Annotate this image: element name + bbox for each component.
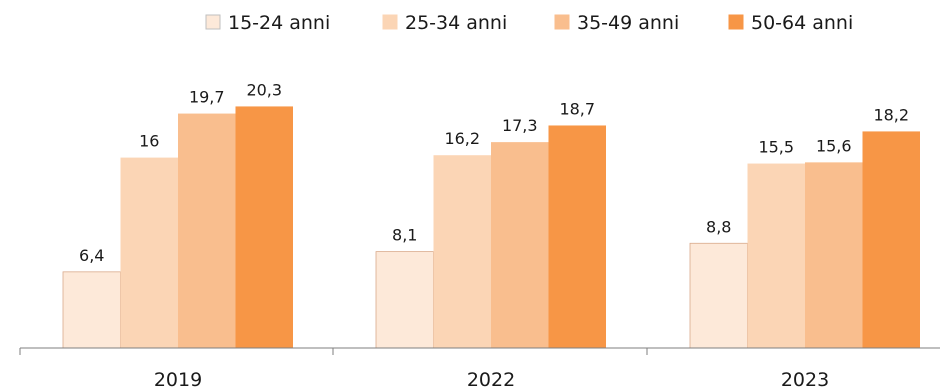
data-label: 15,5 [758,138,794,157]
data-label: 19,7 [189,88,225,107]
bars [62,106,920,349]
x-tick-label: 2023 [781,369,829,389]
legend: 15-24 anni 25-34 anni 35-49 anni 50-64 anni [205,12,853,34]
legend-label: 35-49 anni [577,12,679,34]
data-label: 6,4 [79,246,104,265]
legend-swatch [728,14,744,30]
bar [62,271,121,349]
data-label: 16 [139,132,159,151]
legend-swatch [382,14,398,30]
bar [747,163,805,348]
legend-swatch [554,14,570,30]
data-labels: 6,4 16 19,7 20,3 8,1 16,2 17,3 18,7 8,8 15,5 15,6 1… [79,80,909,264]
x-axis: 2019 2022 2023 [19,347,940,389]
bar-group-2019 [62,106,293,349]
bar [178,113,236,348]
bar [548,125,606,348]
legend-item: 50-64 anni [728,12,853,34]
data-label: 15,6 [816,136,852,155]
x-tick-label: 2022 [467,369,515,389]
legend-swatch [205,14,221,30]
legend-label: 15-24 anni [228,12,330,34]
x-tick-label: 2019 [154,369,202,389]
bar-group-2023 [689,131,920,349]
data-label: 18,2 [873,105,909,124]
data-label: 8,8 [706,217,731,236]
bar-group-2022 [375,125,606,349]
bar [689,242,748,349]
bar [862,131,920,348]
data-label: 16,2 [444,129,480,148]
bar [375,251,434,349]
data-label: 8,1 [392,226,417,245]
legend-item: 15-24 anni [205,12,330,34]
legend-label: 25-34 anni [405,12,507,34]
bar [120,157,178,348]
data-label: 18,7 [559,99,595,118]
bar [433,155,491,348]
bar [491,142,549,348]
data-label: 20,3 [246,80,282,99]
bar [235,106,293,349]
legend-item: 25-34 anni [382,12,507,34]
bar [805,162,863,348]
legend-item: 35-49 anni [554,12,679,34]
data-label: 17,3 [502,116,538,135]
legend-label: 50-64 anni [751,12,853,34]
